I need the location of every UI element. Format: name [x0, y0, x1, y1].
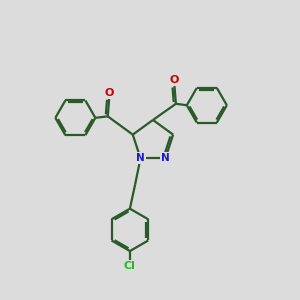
Text: N: N	[161, 153, 170, 163]
Text: Cl: Cl	[124, 261, 136, 272]
Text: O: O	[170, 75, 179, 85]
Text: N: N	[136, 153, 145, 163]
Text: O: O	[104, 88, 114, 98]
